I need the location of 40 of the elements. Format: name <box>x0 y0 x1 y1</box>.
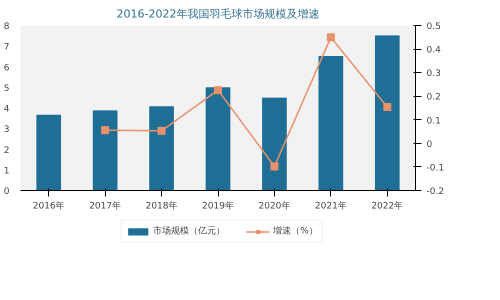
bar <box>262 98 287 190</box>
x-tick-label: 2016年 <box>32 200 65 212</box>
x-tick-label: 2018年 <box>146 200 178 212</box>
y2-tick-label: -0.2 <box>426 187 444 197</box>
y-tick-label: 0 <box>4 187 10 197</box>
bar <box>318 56 344 190</box>
y-tick-label: 8 <box>4 22 10 32</box>
x-tick-label: 2021年 <box>314 200 347 212</box>
chart-title: 2016-2022年我国羽毛球市场规模及增速 <box>116 8 320 20</box>
x-tick-label: 2019年 <box>202 200 234 212</box>
x-tick-label: 2022年 <box>371 200 404 212</box>
y2-tick-label: 0.3 <box>426 69 441 80</box>
y-tick-label: 4 <box>4 104 10 114</box>
y2-tick-label: 0.1 <box>426 116 441 126</box>
y2-tick-label: 0.4 <box>426 46 442 56</box>
bar <box>92 110 118 190</box>
x-tick-label: 2017年 <box>89 200 122 212</box>
y-tick-label: 7 <box>4 42 10 53</box>
bar <box>206 87 230 190</box>
point <box>158 126 166 135</box>
y-tick-label: 1 <box>4 166 10 176</box>
point <box>214 86 222 94</box>
bar <box>149 106 174 190</box>
y-tick-label: 3 <box>4 125 10 136</box>
y-tick-label: 5 <box>4 84 10 94</box>
y2-tick-label: 0 <box>426 140 432 150</box>
point <box>101 126 110 134</box>
legend-label: 市场规模（亿元） <box>153 225 226 238</box>
bar <box>36 114 62 190</box>
y2-tick-label: 0.5 <box>426 22 441 32</box>
bar <box>374 35 400 190</box>
point <box>383 103 392 112</box>
legend-label: 增速（%） <box>273 225 318 238</box>
y-tick-label: 6 <box>4 63 10 74</box>
point <box>326 33 335 42</box>
y2-tick-label: 0.2 <box>426 92 441 103</box>
x-tick-label: 2020年 <box>258 200 290 212</box>
point <box>270 162 278 170</box>
y-tick-label: 2 <box>4 146 10 156</box>
y2-tick-label: -0.1 <box>426 163 444 174</box>
